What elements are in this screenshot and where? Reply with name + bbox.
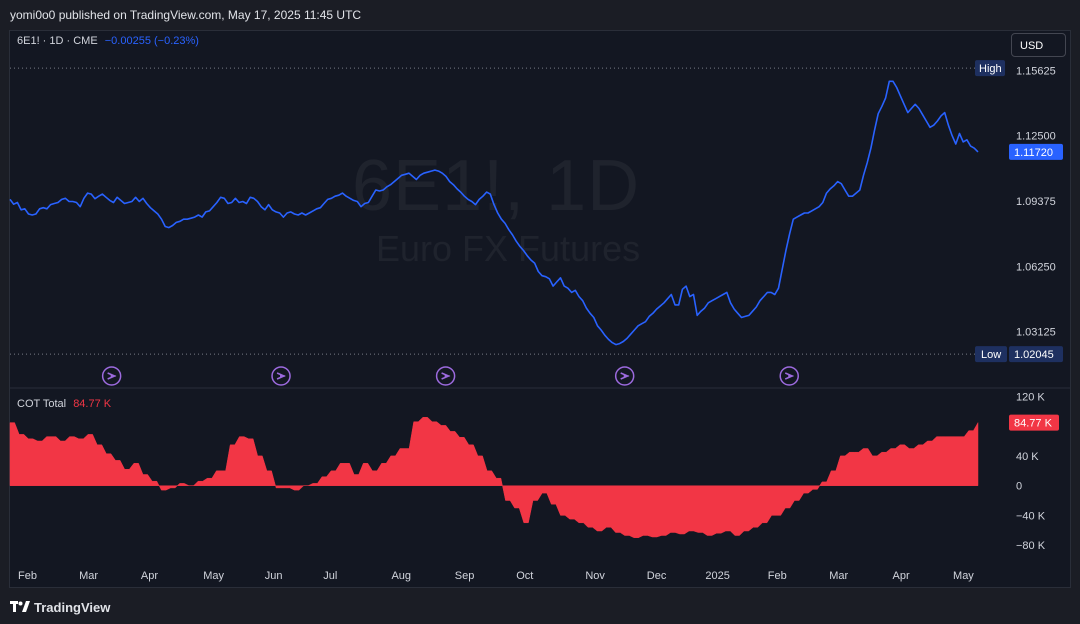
symbol-info[interactable]: 6E1! · 1D · CME: [17, 35, 98, 47]
price-axis-tick-label: 1.09375: [1016, 196, 1056, 208]
cot-axis-tick-label: 120 K: [1016, 391, 1045, 403]
time-axis-label: May: [953, 570, 974, 582]
price-axis-tick-label: 1.12500: [1016, 131, 1056, 143]
cot-axis-tick-label: −40 K: [1016, 510, 1046, 522]
event-marker-icon[interactable]: [779, 366, 799, 386]
high-label-box: [975, 60, 1005, 77]
cot-indicator-name[interactable]: COT Total: [17, 398, 67, 410]
time-axis-label: Sep: [455, 570, 475, 582]
low-value-label: 1.02045: [1014, 349, 1054, 361]
event-marker-icon[interactable]: [271, 366, 291, 386]
time-axis-label: Jun: [265, 570, 283, 582]
cot-last-value-box: [1009, 414, 1059, 431]
low-label-box: [975, 346, 1007, 363]
time-axis-label: Oct: [516, 570, 533, 582]
time-axis-label: Dec: [647, 570, 667, 582]
watermark-description: Euro FX Futures: [376, 228, 641, 269]
time-axis-label: Jul: [323, 570, 337, 582]
price-axis-tick-label: 1.03125: [1016, 327, 1056, 339]
price-change: −0.00255 (−0.23%): [104, 35, 199, 47]
time-axis-label: Mar: [79, 570, 98, 582]
publish-info: yomi0o0 published on TradingView.com, Ma…: [10, 8, 362, 22]
time-axis-label: Apr: [893, 570, 910, 582]
low-label: Low: [981, 349, 1001, 361]
event-marker-icon[interactable]: [101, 366, 122, 386]
price-axis-tick-label: 1.06250: [1016, 261, 1056, 273]
last-price-label: 1.11720: [1014, 147, 1053, 159]
time-axis-label: May: [203, 570, 224, 582]
time-axis-label: Apr: [141, 570, 158, 582]
watermark-symbol: 6E1!, 1D: [352, 146, 641, 226]
high-label: High: [979, 63, 1002, 75]
time-axis-label: Mar: [829, 570, 848, 582]
top-bar: yomi0o0 published on TradingView.com, Ma…: [0, 0, 1080, 30]
cot-area-series[interactable]: [9, 417, 979, 538]
footer-brand-name: TradingView: [34, 599, 111, 615]
currency-button[interactable]: USD: [1011, 33, 1066, 57]
cot-axis-tick-label: −80 K: [1016, 540, 1046, 552]
low-value-box: [1009, 346, 1063, 363]
cot-axis-tick-label: 40 K: [1016, 451, 1039, 463]
cot-legend[interactable]: COT Total 84.77 K: [17, 398, 111, 410]
time-axis-label: 2025: [705, 570, 729, 582]
event-marker-icon[interactable]: [435, 366, 456, 386]
event-marker-icon[interactable]: [614, 366, 635, 386]
time-axis-label: Aug: [391, 570, 411, 582]
cot-last-value-label: 84.77 K: [1014, 418, 1053, 430]
footer-brand[interactable]: TradingView: [10, 598, 110, 616]
price-line-series[interactable]: [9, 80, 979, 346]
price-axis-tick-label: 1.15625: [1016, 65, 1056, 77]
cot-indicator-value: 84.77 K: [73, 398, 112, 410]
time-axis-label: Feb: [18, 570, 37, 582]
tradingview-logo-icon: [10, 601, 30, 613]
cot-axis-tick-label: 0: [1016, 481, 1022, 493]
time-axis-label: Feb: [768, 570, 787, 582]
symbol-legend[interactable]: 6E1! · 1D · CME −0.00255 (−0.23%): [17, 35, 199, 47]
last-price-box: [1009, 143, 1063, 160]
time-axis-label: Nov: [585, 570, 605, 582]
